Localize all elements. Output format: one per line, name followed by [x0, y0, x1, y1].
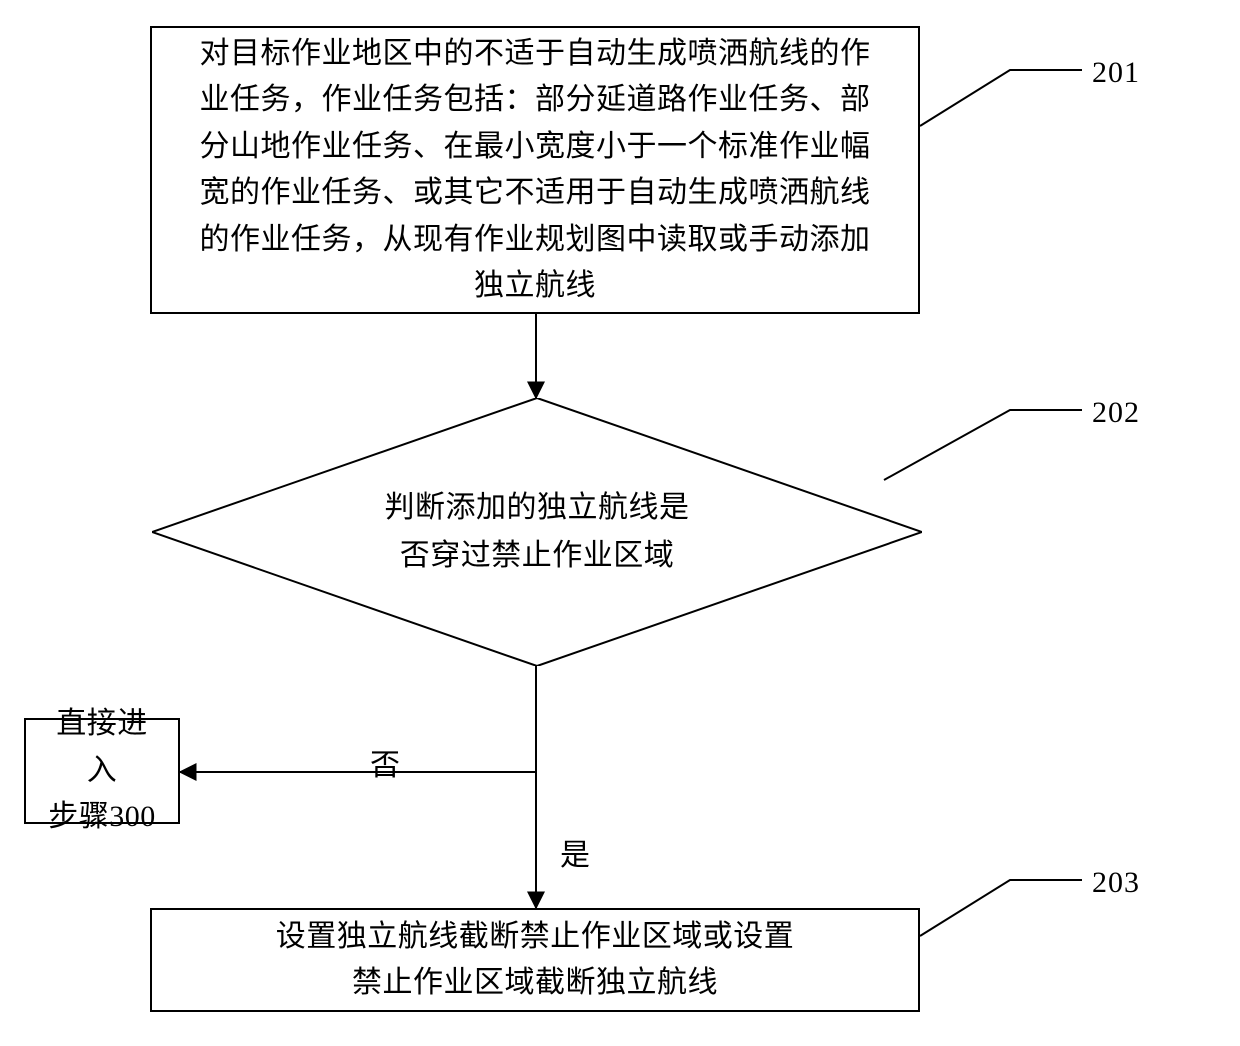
edge-label-no: 否	[370, 740, 400, 784]
ref-label-201: 201	[1092, 56, 1140, 90]
connectors-layer	[0, 0, 1240, 1046]
ref-label-203: 203	[1092, 866, 1140, 900]
edge-label-yes: 是	[560, 830, 590, 874]
ref-leader-202	[884, 410, 1082, 480]
edge-202-to-300	[180, 666, 536, 772]
ref-leader-201	[920, 70, 1082, 126]
ref-leader-203	[920, 880, 1082, 936]
ref-label-202: 202	[1092, 396, 1140, 430]
